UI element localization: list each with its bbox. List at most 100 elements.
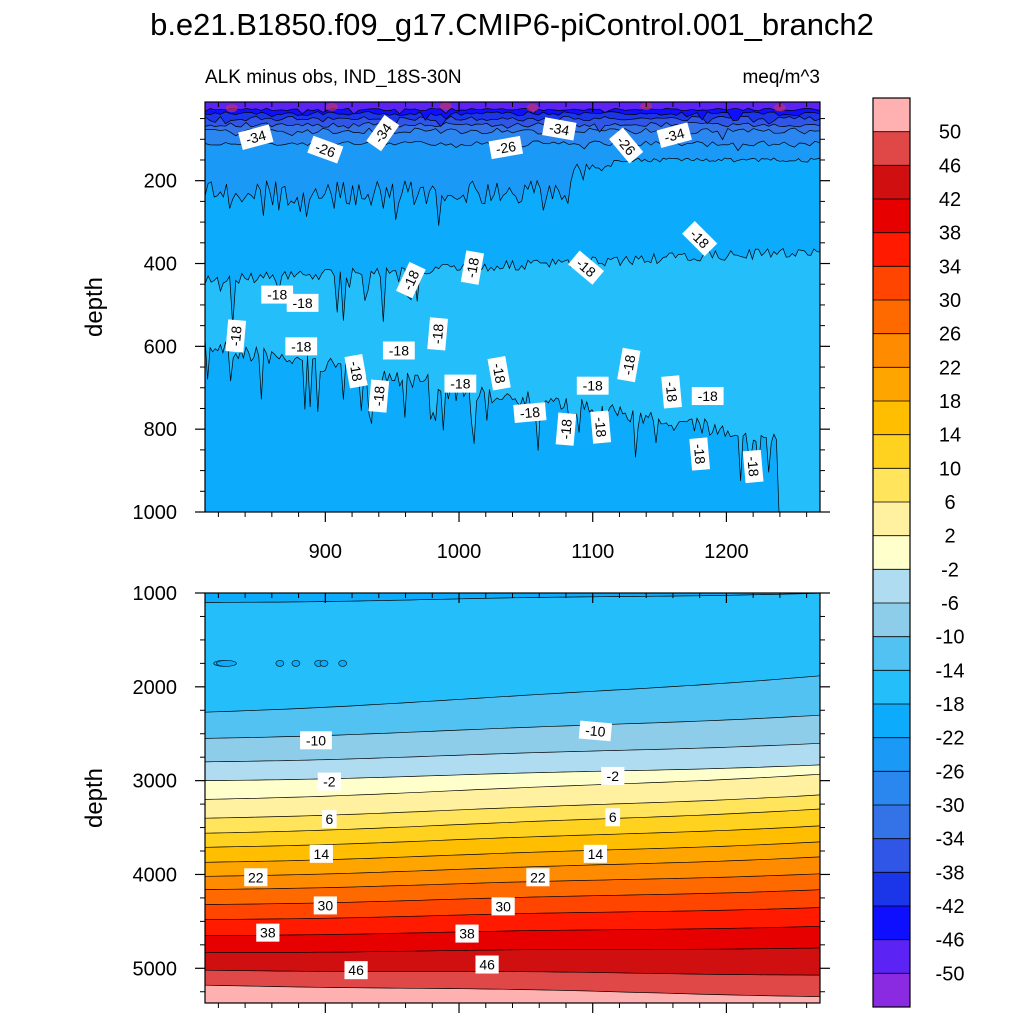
- contour-label-box: [225, 319, 247, 353]
- colorbar-label: -38: [936, 862, 965, 884]
- contour-label: -18: [513, 402, 547, 423]
- contour-label-box: [256, 923, 280, 942]
- contour-label: -18: [285, 337, 318, 356]
- contour-label-box: [285, 337, 318, 356]
- colorbar-label: -34: [936, 829, 965, 851]
- contour-label-text: -18: [619, 353, 638, 376]
- contour-label-text: 38: [459, 926, 475, 942]
- contour-label-box: [366, 114, 400, 152]
- contour-label-text: -2: [323, 774, 336, 790]
- contour-label-box: [601, 766, 625, 785]
- colorbar-label: -22: [936, 728, 965, 750]
- contour-line: [205, 925, 821, 936]
- contour-label: -26: [488, 135, 524, 160]
- contour-label-box: [487, 356, 511, 391]
- contour-label-box: [322, 810, 337, 829]
- colorbar-label: -14: [936, 660, 965, 682]
- fill-layer: [205, 102, 820, 115]
- contour-label-text: 46: [348, 962, 364, 978]
- y-tick-label: 2000: [133, 677, 178, 699]
- upper-panel: 900 1000 1100 1200 200 400 600 800 1000 depth -34 -…: [81, 101, 830, 563]
- contour-line: [204, 764, 821, 781]
- contour-label-text: -18: [450, 376, 470, 392]
- contour-label-text: 14: [588, 846, 604, 862]
- contour-label-box: [300, 731, 332, 750]
- contour-label-box: [317, 772, 341, 791]
- contour-label: -18: [344, 353, 368, 389]
- contour-label-text: -18: [429, 323, 447, 345]
- colorbar-swatch: [873, 131, 910, 166]
- colorbar-swatch: [873, 401, 910, 436]
- contour-label: 14: [309, 844, 333, 863]
- colorbar-label: -46: [936, 930, 965, 952]
- contour-line: [204, 675, 821, 713]
- colorbar-label: 34: [939, 256, 961, 278]
- colorbar-frame: [872, 97, 911, 1008]
- contour-label-box: [344, 961, 368, 980]
- contour-label-text: 22: [530, 869, 546, 885]
- colorbar-label: 46: [939, 155, 961, 177]
- contour-line: [204, 947, 821, 953]
- contour-label-box: [568, 250, 604, 285]
- fill-spot: [216, 660, 237, 667]
- y-tick-label: 600: [144, 336, 177, 358]
- colorbar-swatch: [873, 973, 910, 1008]
- contour-label-box: [344, 353, 368, 389]
- fill-spot: [773, 103, 786, 112]
- contour-label-text: -18: [292, 295, 312, 311]
- contour-label: -2: [601, 766, 625, 785]
- contour-label-text: 30: [318, 897, 334, 913]
- contour-label: -18: [617, 347, 641, 383]
- y-tick-label: 800: [144, 419, 177, 441]
- contour-label-text: -18: [399, 267, 422, 292]
- colorbar-label: -50: [936, 963, 965, 985]
- contour-label: 38: [256, 923, 280, 942]
- y-tick-label: 3000: [133, 771, 178, 793]
- contour-label: -34: [238, 124, 274, 151]
- colorbar-label: -30: [936, 795, 965, 817]
- contour-label-box: [309, 844, 333, 863]
- colorbar-label: -6: [941, 593, 959, 615]
- colorbar-label: 14: [939, 425, 961, 447]
- contour-line: [204, 873, 821, 890]
- contour-label: 22: [526, 868, 550, 887]
- y-tick-label: 400: [144, 254, 177, 276]
- contour-label: 6: [605, 808, 621, 827]
- contour-label-text: -26: [313, 139, 338, 161]
- contour-line: [204, 107, 821, 115]
- contour-label-text: 6: [609, 809, 617, 825]
- contour-label-text: 30: [495, 898, 511, 914]
- colorbar-swatch: [873, 838, 910, 873]
- contour-label-box: [682, 221, 718, 257]
- contour-label-box: [455, 924, 479, 943]
- contour-label: -18: [487, 356, 511, 391]
- contour-label: -10: [300, 731, 332, 750]
- contour-label: -18: [261, 285, 294, 304]
- subtitle-right: meq/m^3: [742, 67, 820, 88]
- contour-line: [204, 157, 821, 226]
- colorbar-swatch: [873, 603, 910, 638]
- colorbar-label: 22: [939, 357, 961, 379]
- lower-panel: 1000 2000 3000 4000 5000 depth -10 -10 -2 -2 6 6 14 1…: [81, 583, 830, 1013]
- colorbar-swatch: [873, 771, 910, 806]
- colorbar-swatch: [873, 636, 910, 671]
- contour-label-text: -18: [370, 385, 388, 407]
- colorbar-label: -42: [936, 896, 965, 918]
- colorbar-swatch: [873, 367, 910, 402]
- contour-label-box: [578, 720, 613, 742]
- colorbar-label: 2: [944, 526, 955, 548]
- colorbar-label: 6: [944, 492, 955, 514]
- contour-line: [204, 338, 820, 513]
- contour-label-box: [617, 347, 641, 383]
- contour-label: -18: [427, 317, 448, 351]
- contour-label: -18: [286, 293, 319, 312]
- contour-label-text: -26: [494, 138, 517, 157]
- fill-spot: [275, 660, 285, 667]
- contour-label-text: -18: [346, 360, 365, 383]
- contour-label-box: [444, 374, 477, 393]
- contour-label-box: [396, 261, 426, 299]
- contour-label-box: [286, 293, 319, 312]
- contour-label-text: -18: [291, 338, 311, 354]
- contour-label: 30: [491, 897, 515, 916]
- y-axis-label: depth: [81, 768, 108, 828]
